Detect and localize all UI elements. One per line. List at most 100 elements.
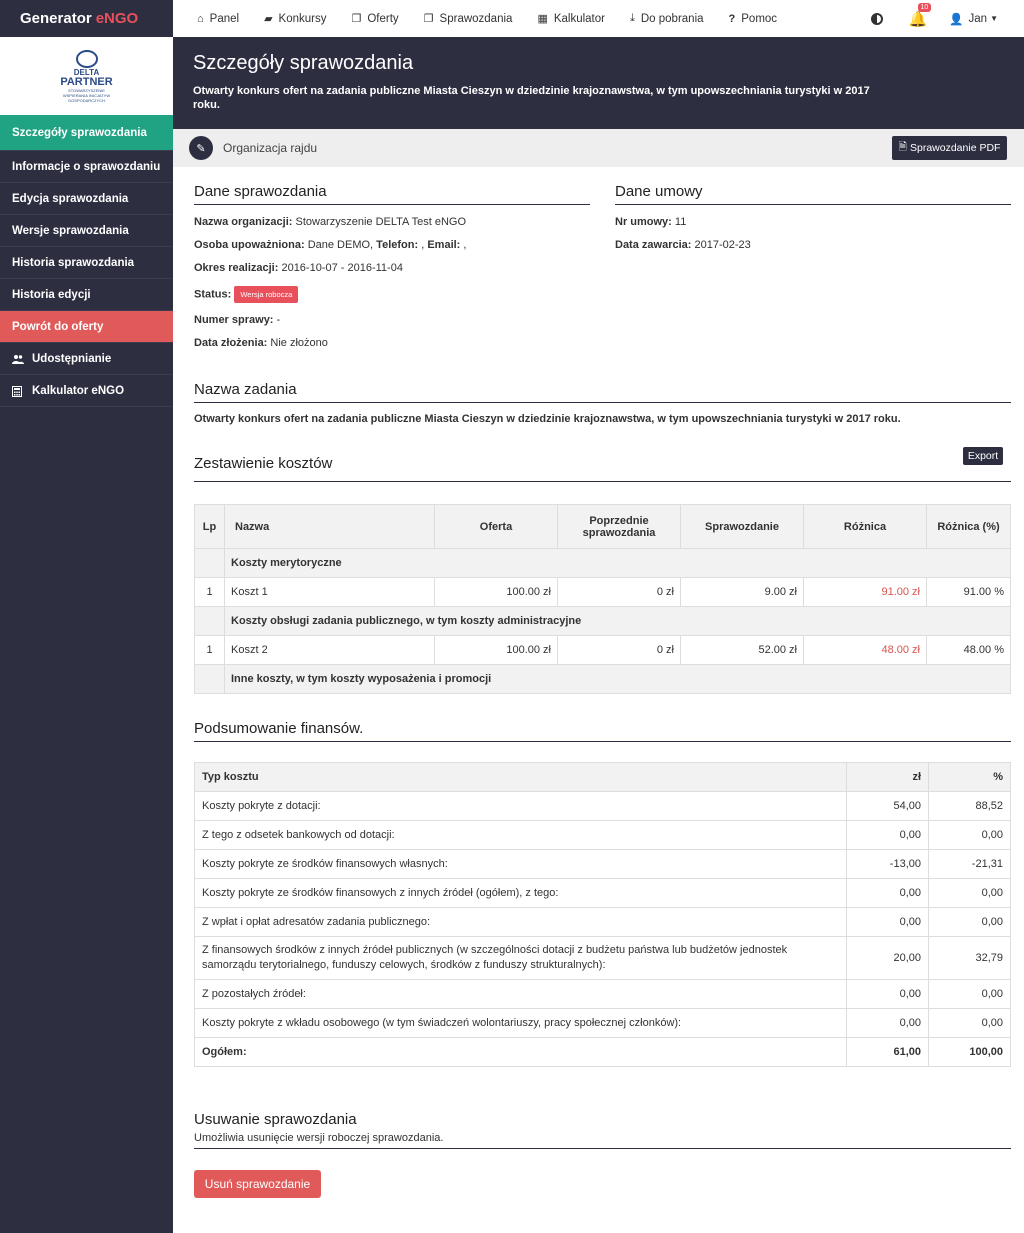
sidebar-item-label: Powrót do oferty [12, 320, 104, 333]
table-row: Z finansowych środków z innych źródeł pu… [194, 936, 1011, 980]
column-header: Poprzednie sprawozdania [557, 504, 681, 549]
period-value: 2016-10-07 - 2016-11-04 [281, 262, 403, 274]
edit-icon[interactable]: ✎ [189, 136, 213, 160]
sidebar-item-report-details[interactable]: Szczegóły sprawozdania [0, 115, 173, 151]
contract-no-value: 11 [674, 216, 687, 228]
column-header: % [928, 762, 1011, 792]
nav-downloads[interactable]: ⤓ Do pobrania [630, 12, 704, 25]
group-row: Inne koszty, w tym koszty wyposażenia i … [194, 664, 1011, 694]
table-row: Koszty pokryte ze środków finansowych wł… [194, 849, 1011, 879]
table-cell: 88,52 [928, 791, 1011, 821]
contract-no-row: Nr umowy: 11 [615, 217, 1011, 228]
table-cell: 100,00 [928, 1037, 1011, 1067]
nav-help[interactable]: ? Pomoc [729, 13, 778, 25]
group-row: Koszty obsługi zadania publicznego, w ty… [194, 606, 1011, 636]
submitted-value: Nie złożono [270, 337, 328, 349]
nav-competitions[interactable]: ▰ Konkursy [264, 12, 326, 26]
case-row: Numer sprawy: - [194, 315, 590, 326]
download-icon: ⤓ [629, 12, 635, 24]
table-cell: 48.00 % [926, 635, 1011, 665]
status-badge: Wersja robocza [234, 286, 299, 303]
sidebar-item-label: Szczegóły sprawozdania [12, 126, 147, 139]
table-row: 1 Koszt 2 100.00 zł 0 zł 52.00 zł 48.00 … [194, 635, 1011, 665]
phone-value: , [421, 239, 425, 251]
nav-label: Kalkulator [553, 12, 605, 25]
table-cell: Koszty pokryte ze środków finansowych wł… [194, 849, 847, 879]
caret-down-icon: ▼ [990, 14, 998, 23]
task-bar: ✎ Organizacja rajdu 🗎 Sprawozdanie PDF [173, 129, 1024, 167]
delete-report-button[interactable]: Usuń sprawozdanie [194, 1170, 321, 1198]
table-cell: 52.00 zł [680, 635, 804, 665]
app-brand[interactable]: Generator eNGO [0, 0, 173, 37]
page-header: Szczegóły sprawozdania Otwarty konkurs o… [173, 37, 1024, 129]
sidebar-item-back-to-offer[interactable]: Powrót do oferty [0, 311, 173, 343]
table-cell: Z tego z odsetek bankowych od dotacji: [194, 820, 847, 850]
organization-logo: DELTA PARTNER STOWARZYSZENIE WSPIERANIA … [0, 37, 173, 115]
nav-offers[interactable]: ❐ Oferty [351, 12, 398, 26]
sidebar-item-label: Historia edycji [12, 288, 91, 301]
sidebar-item-edit-history[interactable]: Historia edycji [0, 279, 173, 311]
org-value: Stowarzyszenie DELTA Test eNGO [295, 216, 467, 228]
export-button[interactable]: Export [963, 447, 1003, 465]
logo-line2: PARTNER [60, 75, 113, 88]
case-label: Numer sprawy: [194, 314, 274, 326]
sidebar-item-report-versions[interactable]: Wersje sprawozdania [0, 215, 173, 247]
table-cell: Koszty pokryte z wkładu osobowego (w tym… [194, 1008, 847, 1038]
report-pdf-button[interactable]: 🗎 Sprawozdanie PDF [892, 136, 1007, 160]
person-row: Osoba upoważniona: Dane DEMO, Telefon: ,… [194, 240, 590, 251]
nav-calculator[interactable]: ▦ Kalkulator [537, 12, 605, 26]
sidebar-item-edit-report[interactable]: Edycja sprawozdania [0, 183, 173, 215]
table-row: Koszty pokryte ze środków finansowych z … [194, 878, 1011, 908]
org-label: Nazwa organizacji: [194, 216, 293, 228]
page-title: Szczegóły sprawozdania [193, 52, 414, 74]
user-menu[interactable]: 👤 Jan ▼ [949, 12, 998, 26]
column-header: zł [846, 762, 929, 792]
org-row: Nazwa organizacji: Stowarzyszenie DELTA … [194, 217, 590, 228]
period-row: Okres realizacji: 2016-10-07 - 2016-11-0… [194, 263, 590, 274]
finance-section: Podsumowanie finansów. Typ kosztu zł % K… [194, 720, 1011, 1067]
sidebar-item-sharing[interactable]: Udostępnianie [0, 343, 173, 375]
sidebar-item-label: Edycja sprawozdania [12, 192, 129, 205]
group-label: Koszty merytoryczne [224, 548, 1011, 578]
contrast-toggle-icon[interactable] [870, 12, 883, 25]
table-cell: 100.00 zł [434, 635, 558, 665]
table-cell: 61,00 [846, 1037, 929, 1067]
costs-section: Zestawienie kosztów Export Lp Nazwa Ofer… [194, 447, 1011, 694]
table-cell: -13,00 [846, 849, 929, 879]
sidebar-item-report-info[interactable]: Informacje o sprawozdaniu [0, 151, 173, 183]
nav-reports[interactable]: ❐ Sprawozdania [424, 12, 513, 26]
notifications-badge: 10 [917, 2, 932, 12]
table-header-row: Lp Nazwa Oferta Poprzednie sprawozdania … [194, 504, 1011, 549]
nav-panel[interactable]: ⌂ Panel [197, 13, 239, 25]
table-cell: Z wpłat i opłat adresatów zadania public… [194, 907, 847, 937]
table-cell: 0,00 [846, 979, 929, 1009]
sidebar-item-calculator[interactable]: Kalkulator eNGO [0, 375, 173, 407]
table-row: Z pozostałych źródeł: 0,00 0,00 [194, 979, 1011, 1009]
logo-line3: STOWARZYSZENIE WSPIERANIA INICJATYW GOSP… [62, 87, 111, 103]
costs-table: Lp Nazwa Oferta Poprzednie sprawozdania … [194, 504, 1011, 694]
column-header: Różnica (%) [926, 504, 1011, 549]
person-value: Dane DEMO, [307, 239, 374, 251]
sidebar-item-report-history[interactable]: Historia sprawozdania [0, 247, 173, 279]
sidebar-item-label: Historia sprawozdania [12, 256, 135, 269]
home-icon: ⌂ [197, 12, 204, 25]
pdf-file-icon: 🗎 [898, 141, 907, 153]
table-header-row: Typ kosztu zł % [194, 762, 1011, 792]
table-cell: 1 [194, 635, 225, 665]
contract-date-value: 2017-02-23 [694, 239, 751, 251]
sidebar: Generator eNGO DELTA PARTNER STOWARZYSZE… [0, 0, 173, 1233]
person-label: Osoba upoważniona: [194, 239, 305, 251]
table-cell: Koszty pokryte ze środków finansowych z … [194, 878, 847, 908]
table-cell: 20,00 [846, 936, 929, 980]
table-cell [194, 548, 225, 578]
table-cell: 0,00 [846, 878, 929, 908]
column-header: Lp [194, 504, 225, 549]
table-cell: 91.00 % [926, 577, 1011, 607]
section-title: Nazwa zadania [194, 381, 1011, 403]
column-header: Różnica [803, 504, 927, 549]
table-cell: 0,00 [928, 907, 1011, 937]
top-navbar: ⌂ Panel ▰ Konkursy ❐ Oferty ❐ Sprawozdania ▦… [173, 0, 1024, 37]
section-title: Usuwanie sprawozdania [194, 1111, 357, 1128]
table-cell: 91.00 zł [803, 577, 927, 607]
notifications-bell-icon[interactable]: 🔔 10 [909, 2, 932, 28]
